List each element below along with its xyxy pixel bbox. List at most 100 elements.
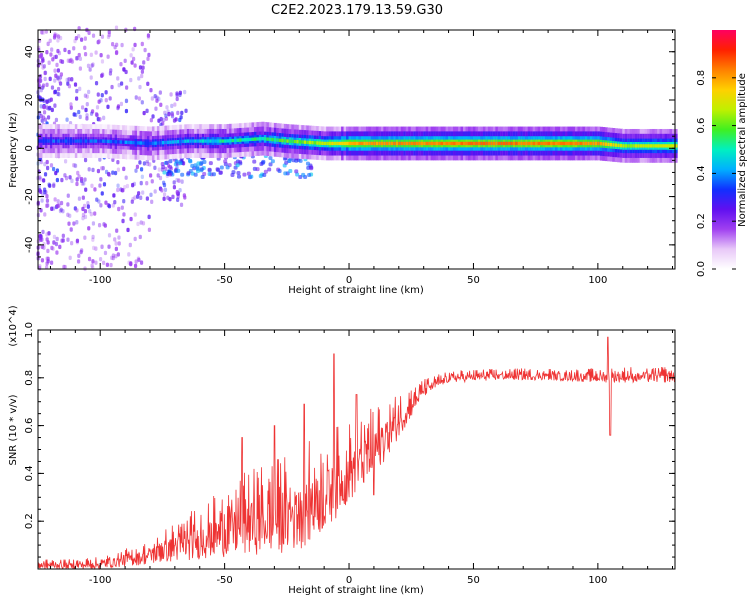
spectrogram-cell [123, 184, 127, 190]
spectrogram-band-cell [502, 141, 506, 146]
spectrogram-cell [38, 264, 42, 269]
spectrogram-band-cell [251, 137, 255, 141]
spectrogram-cell [116, 183, 120, 188]
spectrogram-band-cell [169, 140, 173, 144]
spectrogram-cell [116, 76, 120, 81]
spectrogram-band-cell [455, 141, 459, 146]
spectrogram-band-cell [587, 141, 591, 146]
spectrogram-cell [100, 244, 104, 249]
spectrogram-cell [58, 81, 63, 86]
spectrogram-band-cell [156, 141, 161, 145]
spectrogram-cell [133, 212, 137, 217]
spectrogram-band-cell [258, 137, 263, 141]
spectrogram-cell [106, 104, 110, 109]
spectrogram-band-cell [308, 140, 312, 145]
spectrogram-band-cell [127, 140, 131, 145]
spectrogram-cell [218, 170, 223, 175]
spectrogram-band-cell [321, 141, 325, 145]
spectrogram-cell [80, 181, 84, 186]
spectrogram-cell [175, 189, 179, 195]
spectrogram-band-cell [467, 141, 472, 146]
spectrogram-cell [120, 42, 124, 48]
spectrogram-cell [211, 172, 216, 177]
spectrogram-band-cell [266, 137, 270, 141]
spectrogram-cell [45, 49, 49, 55]
spectrogram-cell [116, 105, 120, 111]
snr-panel: -100 -50 0 50 100 0.2 0.4 0.6 0.8 1.0 Height of … [8, 305, 676, 596]
spectrogram-cell [79, 249, 83, 255]
spectrogram-band-cell [206, 139, 210, 143]
spectrogram-cell [94, 260, 98, 265]
spectrogram-cell [74, 96, 79, 101]
spectrogram-cell [61, 233, 65, 238]
spectrogram-cell [56, 34, 61, 39]
spectrogram-cell [96, 168, 101, 174]
spectrogram-band-cell [667, 144, 671, 148]
spectrogram-cell [46, 41, 50, 47]
x-tick-label: -50 [216, 275, 232, 286]
spectrogram-cell [305, 161, 310, 166]
spectrogram-band-cell [249, 137, 253, 142]
spectrogram-band-cell [204, 139, 208, 143]
spectrogram-cell [66, 237, 70, 242]
spectrogram-band-cell [634, 144, 638, 148]
spectrogram-cell [130, 60, 134, 65]
spectrogram-band-cell [512, 141, 516, 146]
spectrogram-cell [158, 90, 162, 95]
spectrogram-cell [161, 165, 166, 170]
spectrogram-cell [66, 193, 70, 198]
snr-x-ticks: -100 -50 0 50 100 [49, 330, 674, 586]
spectrogram-band-cell [293, 139, 297, 144]
spectrogram-cell [98, 117, 102, 122]
spectrogram-cell [77, 196, 82, 201]
spectrogram-cell [108, 71, 113, 76]
spectrogram-cell [116, 252, 120, 257]
spectrogram-band-cell [659, 144, 663, 148]
spectrogram-cell [137, 76, 141, 81]
spectrogram-cell [55, 62, 59, 68]
spectrogram-cell [65, 117, 69, 122]
spectrogram-cell [45, 99, 49, 104]
spectrogram-band-cell [326, 141, 330, 146]
spectrogram-cell [123, 58, 127, 64]
spectrogram-band-cell [363, 141, 367, 146]
colorbar-gradient [712, 30, 736, 269]
spectrogram-cell [70, 240, 74, 246]
spectrogram-cell [43, 212, 47, 217]
spectrogram-cell [178, 92, 182, 97]
spectrogram-cell [43, 70, 47, 76]
spectrogram-band-cell [132, 140, 136, 145]
spectrogram-cell [42, 104, 46, 110]
spectrogram-cell [77, 174, 81, 179]
spectrogram-band-cell [480, 141, 484, 146]
spectrogram-cell [68, 213, 72, 218]
spectrogram-cell [107, 233, 112, 238]
spectrogram-cell [75, 208, 79, 213]
spectrogram-cell [61, 208, 65, 214]
spectrogram-cell [90, 109, 95, 114]
spectrogram-cell [122, 198, 126, 204]
spectrogram-cell [149, 173, 153, 178]
spectrogram-band-cell [485, 141, 489, 146]
spectrogram-band-cell [505, 141, 509, 146]
spectrogram-cell [139, 195, 143, 200]
spectrogram-cell [40, 244, 44, 250]
spectrogram-cell [124, 108, 129, 114]
colorbar-tick-label: 0.4 [696, 165, 707, 181]
spectrogram-band-cell [602, 142, 606, 146]
spectrogram-band-cell [84, 139, 88, 143]
spectrogram-cell [147, 214, 151, 220]
spectrogram-cell [120, 81, 124, 86]
spectrogram-cell [44, 265, 49, 270]
spectrogram-band-cell [191, 139, 195, 143]
spectrogram-cell [76, 259, 81, 264]
spectrogram-cell [137, 96, 142, 101]
spectrogram-band-cell [209, 139, 213, 143]
spectrogram-cell [237, 174, 242, 179]
spectrogram-band-cell [336, 141, 340, 146]
spectrogram-band-cell [453, 141, 457, 146]
spectrogram-band-cell [179, 139, 183, 144]
spectrogram-cell [294, 169, 299, 174]
spectrogram-cell [62, 264, 66, 270]
spectrogram-cell [117, 241, 121, 246]
